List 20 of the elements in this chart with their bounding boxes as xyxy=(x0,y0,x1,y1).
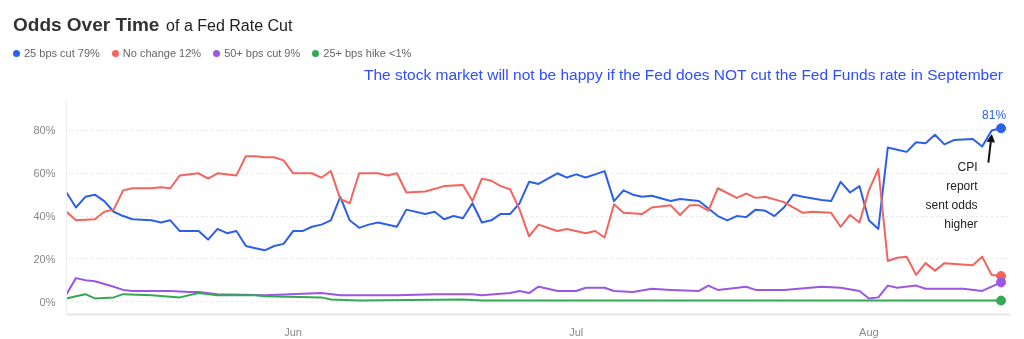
annotation: CPI report sent odds higher xyxy=(925,160,979,232)
y-tick-label: 20% xyxy=(33,252,56,265)
y-tick-label: 0% xyxy=(39,295,56,308)
chart-subtitle: of a Fed Rate Cut xyxy=(166,17,293,34)
x-tick-label: Aug xyxy=(859,325,879,338)
y-tick-label: 60% xyxy=(33,167,56,180)
legend-label: 50+ bps cut 9% xyxy=(223,47,301,60)
point xyxy=(996,295,1007,306)
point xyxy=(996,277,1007,288)
x-tick-label: Jun xyxy=(284,325,302,338)
y-tick-label: 40% xyxy=(33,210,56,223)
x-tick-label: Jul xyxy=(569,325,584,338)
chart-title: Odds Over Time xyxy=(13,14,160,35)
legend-label: No change 12% xyxy=(121,47,202,60)
legend-label: 25 bps cut 79% xyxy=(23,47,100,60)
y-tick-label: 80% xyxy=(33,124,56,137)
annotation: 81% xyxy=(982,108,1007,123)
point xyxy=(996,123,1007,134)
text: The stock market will not be happy if the Fed does NOT cut the Fed Funds rate in September xyxy=(363,64,1004,85)
legend-label: 25+ bps hike <1% xyxy=(322,47,412,60)
